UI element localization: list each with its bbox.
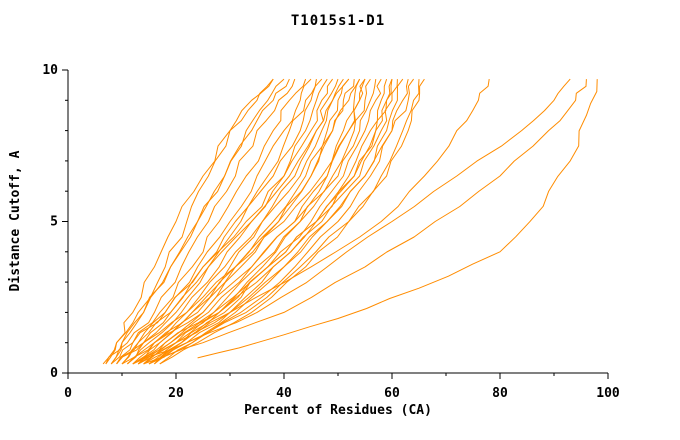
data-series-line (143, 78, 366, 365)
data-series-line (159, 78, 415, 365)
y-tick-label: 10 (42, 63, 58, 78)
data-series-line (102, 78, 274, 365)
x-tick-label: 40 (276, 386, 292, 401)
x-tick-label: 100 (596, 386, 620, 401)
data-series-line (121, 78, 328, 365)
x-tick-label: 20 (168, 386, 184, 401)
data-series-line (110, 78, 307, 365)
data-series-line (137, 78, 361, 365)
data-series-line (105, 78, 274, 365)
data-series-line (132, 79, 393, 365)
data-series-line (116, 79, 317, 365)
chart-title: T1015s1-D1 (290, 13, 386, 29)
y-tick-label: 0 (50, 366, 58, 381)
data-series-line (148, 79, 377, 365)
x-axis-label: Percent of Residues (CA) (244, 403, 432, 418)
data-series-line (121, 78, 323, 365)
y-axis-label: Distance Cutoff, A (8, 150, 23, 292)
data-series-line (127, 78, 350, 365)
data-series-line (159, 78, 425, 365)
data-series-line (137, 79, 490, 365)
data-series-line (154, 79, 420, 365)
data-series-line (132, 78, 571, 365)
data-series-line (116, 78, 312, 365)
x-tick-label: 80 (492, 386, 508, 401)
y-tick-label: 5 (50, 215, 58, 230)
data-series-line (132, 78, 350, 365)
data-series-line (143, 79, 587, 365)
data-series-line (132, 78, 344, 365)
data-series-line (137, 79, 398, 365)
data-series-line (110, 78, 290, 365)
x-tick-label: 0 (64, 386, 72, 401)
x-tick-label: 60 (384, 386, 400, 401)
data-series-line (116, 78, 361, 365)
data-series-line (121, 78, 366, 365)
data-series-line (197, 79, 598, 359)
data-series-line (105, 78, 285, 365)
data-series-line (110, 78, 296, 365)
